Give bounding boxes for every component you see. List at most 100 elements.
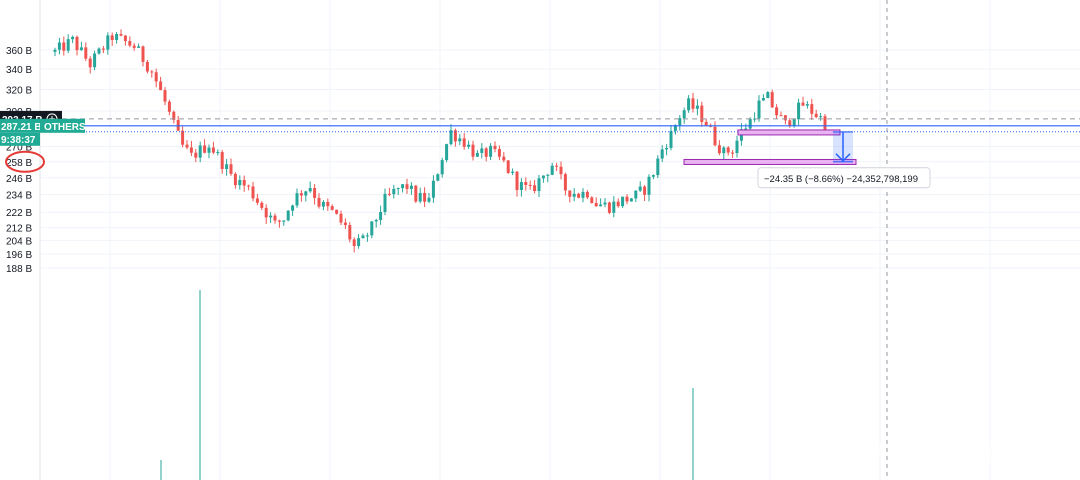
candle-body — [726, 147, 730, 153]
candle-body — [792, 119, 796, 126]
candle-body — [453, 130, 457, 142]
candle-body — [643, 186, 647, 195]
candle-body — [220, 152, 224, 169]
candle-body — [744, 128, 748, 130]
candle-body — [805, 104, 809, 106]
candle-body — [440, 160, 444, 175]
candle-body — [115, 34, 119, 40]
candle-body — [150, 71, 154, 73]
candle-body — [462, 138, 466, 147]
candle-body — [123, 35, 127, 42]
candle-body — [233, 173, 237, 186]
candle-body — [537, 178, 541, 192]
axis-tick-label: 320 B — [6, 86, 32, 97]
candle-body — [484, 148, 488, 157]
countdown-label: 9:38:37 — [1, 135, 36, 146]
candle-body — [612, 201, 616, 213]
candle-body — [343, 222, 347, 226]
candle-body — [141, 46, 145, 62]
axis-tick-label: 222 B — [6, 208, 32, 219]
candle-body — [546, 174, 550, 176]
candle-body — [731, 152, 735, 154]
candle-body — [819, 116, 823, 118]
candle-body — [269, 215, 273, 218]
candle-body — [607, 202, 611, 213]
candle-body — [370, 221, 374, 236]
candle-body — [88, 58, 92, 68]
candle-body — [211, 147, 215, 153]
candle-body — [396, 188, 400, 190]
candle-body — [255, 198, 259, 203]
candle-body — [682, 110, 686, 119]
candle-body — [159, 81, 163, 91]
candle-body — [229, 164, 233, 174]
candle-body — [541, 175, 545, 179]
candle-body — [97, 48, 101, 54]
candle-body — [273, 215, 277, 221]
candle-body — [57, 42, 61, 50]
candle-body — [678, 118, 682, 126]
candle-body — [101, 48, 105, 50]
axis-tick-label: 270 B — [6, 143, 32, 154]
candle-body — [282, 220, 286, 222]
watermark: @ 老K的比特币行情洞察 — [812, 445, 1021, 467]
axis-tick-label: 360 B — [6, 46, 32, 57]
candle-body — [656, 158, 660, 176]
candle-body — [436, 174, 440, 181]
candle-body — [110, 35, 114, 40]
candle-body — [651, 175, 655, 177]
candle-body — [277, 220, 281, 222]
candle-body — [735, 140, 739, 154]
candle-body — [137, 46, 141, 48]
candle-body — [326, 201, 330, 207]
candle-body — [515, 171, 519, 191]
candle-body — [93, 53, 97, 68]
candle-body — [291, 205, 295, 211]
symbol-tag — [40, 118, 85, 133]
current-price-label: 287.21 B — [1, 122, 42, 133]
candle-body — [251, 186, 255, 199]
axis-tick-label: 340 B — [6, 65, 32, 76]
candle-body — [374, 219, 378, 222]
candle-body — [577, 193, 581, 198]
candle-body — [572, 193, 576, 197]
candle-body — [665, 147, 669, 150]
current-price-tag — [0, 118, 40, 133]
candle-body — [550, 165, 554, 175]
axis-tick-label: 212 B — [6, 224, 32, 235]
measurement-tool[interactable]: −24.35 B (−8.66%) −24,352,798,199 — [757, 131, 931, 189]
candle-series[interactable] — [53, 29, 827, 480]
candle-body — [79, 47, 83, 51]
axis-tick-label: 258 B — [6, 158, 32, 169]
candle-body — [216, 152, 220, 154]
candle-body — [753, 118, 757, 120]
candle-body — [766, 92, 770, 99]
candle-body — [594, 202, 598, 207]
candle-body — [660, 149, 664, 159]
candle-body — [418, 192, 422, 202]
candle-body — [317, 197, 321, 207]
candle-body — [167, 101, 171, 112]
highlight-zones[interactable] — [683, 129, 857, 165]
candle-body — [128, 41, 132, 46]
candle-body — [713, 126, 717, 146]
candle-body — [687, 98, 691, 111]
candle-body — [225, 164, 229, 169]
axis-tick-label: 188 B — [6, 264, 32, 275]
candle-body — [247, 185, 251, 187]
candle-body — [581, 191, 585, 198]
candle-body — [669, 130, 673, 148]
candle-body — [775, 107, 779, 116]
candle-body — [352, 239, 356, 247]
candle-body — [603, 202, 607, 205]
candle-body — [814, 113, 818, 118]
candle-body — [563, 174, 567, 191]
candle-body — [189, 147, 193, 153]
candle-body — [154, 72, 158, 82]
watermark-text: @ 老K的比特币行情洞察 — [812, 445, 1021, 467]
candle-body — [361, 235, 365, 239]
